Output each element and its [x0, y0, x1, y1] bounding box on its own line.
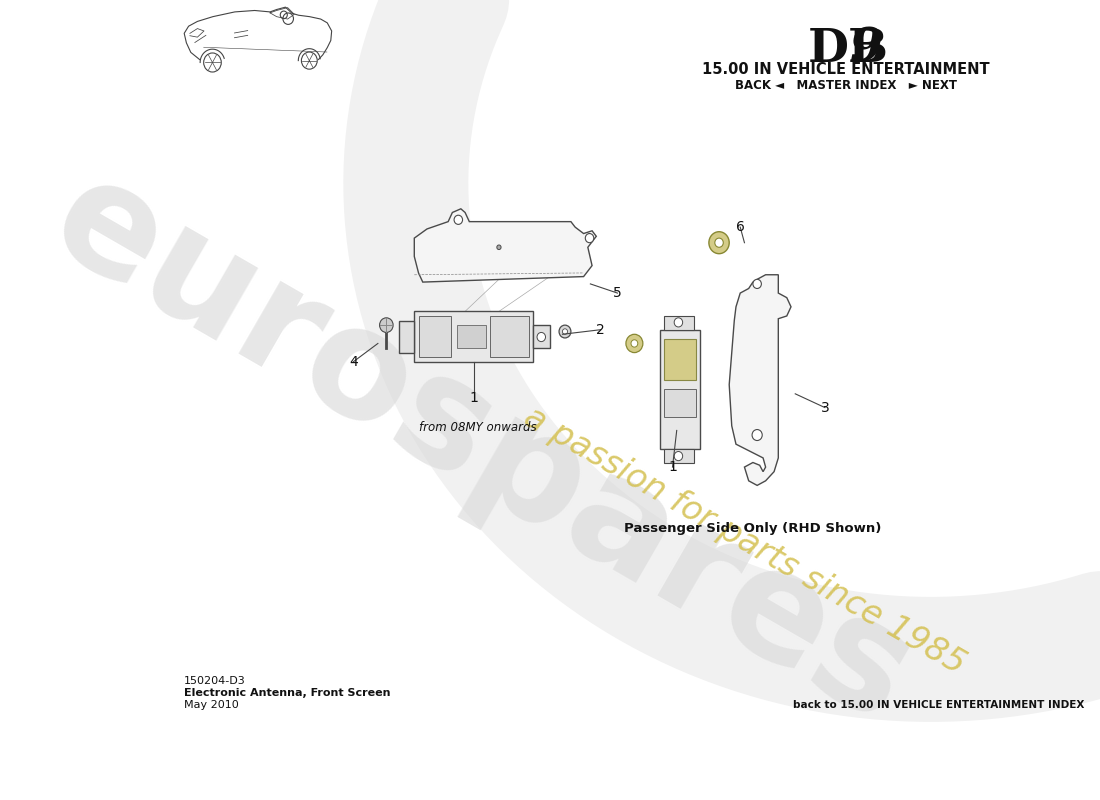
Circle shape: [379, 318, 393, 333]
Text: a passion for parts since 1985: a passion for parts since 1985: [518, 400, 971, 681]
Text: 5: 5: [613, 286, 621, 300]
Bar: [491, 316, 529, 357]
Circle shape: [585, 234, 594, 242]
Polygon shape: [415, 311, 532, 362]
Polygon shape: [399, 321, 415, 353]
Text: from 08MY onwards: from 08MY onwards: [418, 422, 536, 434]
Bar: [664, 316, 694, 330]
Text: DB: DB: [807, 26, 889, 72]
Circle shape: [631, 340, 638, 347]
Bar: [664, 390, 696, 417]
Circle shape: [674, 318, 683, 327]
Bar: [456, 325, 486, 348]
Circle shape: [752, 279, 761, 289]
Text: 3: 3: [821, 401, 829, 414]
Text: Electronic Antenna, Front Screen: Electronic Antenna, Front Screen: [184, 688, 390, 698]
Text: 15.00 IN VEHICLE ENTERTAINMENT: 15.00 IN VEHICLE ENTERTAINMENT: [702, 62, 990, 78]
Circle shape: [626, 334, 642, 353]
Text: BACK ◄   MASTER INDEX   ► NEXT: BACK ◄ MASTER INDEX ► NEXT: [735, 78, 957, 92]
Bar: [418, 316, 451, 357]
Polygon shape: [660, 330, 701, 449]
Circle shape: [454, 215, 462, 224]
Text: 2: 2: [596, 322, 605, 337]
Text: Passenger Side Only (RHD Shown): Passenger Side Only (RHD Shown): [624, 522, 881, 535]
Text: 4: 4: [349, 354, 358, 369]
Text: eurospares: eurospares: [26, 142, 937, 754]
Bar: [664, 449, 694, 462]
Text: 1: 1: [668, 460, 676, 474]
Text: 150204-D3: 150204-D3: [184, 676, 245, 686]
Circle shape: [537, 333, 546, 342]
Bar: [664, 339, 696, 380]
Text: May 2010: May 2010: [184, 700, 239, 710]
Circle shape: [752, 430, 762, 441]
Circle shape: [715, 238, 724, 247]
Polygon shape: [729, 274, 791, 486]
Text: 6: 6: [736, 220, 745, 234]
Circle shape: [559, 325, 571, 338]
Circle shape: [497, 245, 502, 250]
Polygon shape: [532, 325, 550, 348]
Text: 9: 9: [850, 26, 883, 72]
Text: 1: 1: [469, 391, 478, 406]
Polygon shape: [415, 209, 596, 282]
Text: back to 15.00 IN VEHICLE ENTERTAINMENT INDEX: back to 15.00 IN VEHICLE ENTERTAINMENT I…: [793, 700, 1085, 710]
Circle shape: [708, 232, 729, 254]
Circle shape: [674, 451, 683, 461]
Circle shape: [562, 329, 568, 334]
